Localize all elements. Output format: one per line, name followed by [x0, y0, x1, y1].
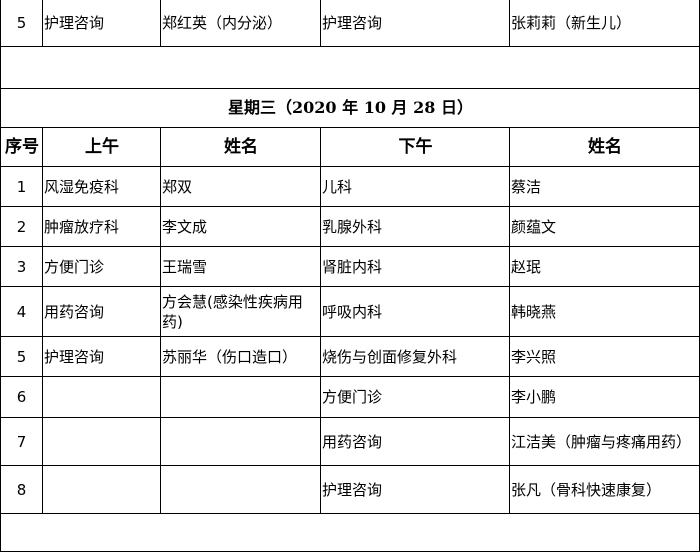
- am-doctor: [160, 465, 321, 514]
- am-doctor: [160, 417, 321, 466]
- header-am: 上午: [42, 127, 161, 167]
- pm-doctor: 李兴照: [509, 336, 700, 377]
- am-doctor: 郑红英（内分泌）: [160, 0, 321, 47]
- table-row: 2 肿瘤放疗科 李文成 乳腺外科 颜蕴文: [0, 206, 700, 247]
- spacer-row: [0, 46, 700, 89]
- pm-doctor: 赵珉: [509, 246, 700, 287]
- pm-department: 方便门诊: [320, 376, 510, 418]
- am-department: [42, 376, 161, 418]
- pm-doctor: 江洁美（肿瘤与疼痛用药）: [509, 417, 700, 466]
- am-doctor: 王瑞雪: [160, 246, 321, 287]
- table-row: 7 用药咨询 江洁美（肿瘤与疼痛用药）: [0, 417, 700, 466]
- table-row: 8 护理咨询 张凡（骨科快速康复）: [0, 465, 700, 514]
- row-number: 7: [0, 417, 43, 466]
- pm-doctor: 蔡洁: [509, 166, 700, 207]
- row-number: 6: [0, 376, 43, 418]
- row-number: 5: [0, 0, 43, 47]
- am-department: 护理咨询: [42, 0, 161, 47]
- header-pm: 下午: [320, 127, 510, 167]
- pm-department: 呼吸内科: [320, 286, 510, 337]
- table-row: 5 护理咨询 苏丽华（伤口造口） 烧伤与创面修复外科 李兴照: [0, 336, 700, 377]
- pm-doctor: 韩晓燕: [509, 286, 700, 337]
- am-department: 肿瘤放疗科: [42, 206, 161, 247]
- row-number: 3: [0, 246, 43, 287]
- table-row: 3 方便门诊 王瑞雪 肾脏内科 赵珉: [0, 246, 700, 287]
- pm-doctor: 张莉莉（新生儿）: [509, 0, 700, 47]
- pm-department: 护理咨询: [320, 465, 510, 514]
- am-department: 用药咨询: [42, 286, 161, 337]
- table-row: 5 护理咨询 郑红英（内分泌） 护理咨询 张莉莉（新生儿）: [0, 0, 700, 47]
- am-doctor: 苏丽华（伤口造口）: [160, 336, 321, 377]
- pm-department: 乳腺外科: [320, 206, 510, 247]
- header-am-name: 姓名: [160, 127, 321, 167]
- pm-doctor: 李小鹏: [509, 376, 700, 418]
- am-department: 风湿免疫科: [42, 166, 161, 207]
- header-number: 序号: [0, 127, 43, 167]
- am-doctor: 李文成: [160, 206, 321, 247]
- am-department: 护理咨询: [42, 336, 161, 377]
- header-row: 序号 上午 姓名 下午 姓名: [0, 127, 700, 167]
- am-department: 方便门诊: [42, 246, 161, 287]
- spacer-row: [0, 513, 700, 552]
- am-doctor: 方会慧(感染性疾病用药): [160, 286, 321, 337]
- section-title: 星期三（2020 年 10 月 28 日）: [0, 88, 700, 128]
- row-number: 2: [0, 206, 43, 247]
- pm-department: 烧伤与创面修复外科: [320, 336, 510, 377]
- pm-department: 用药咨询: [320, 417, 510, 466]
- am-doctor: [160, 376, 321, 418]
- table-row: 4 用药咨询 方会慧(感染性疾病用药) 呼吸内科 韩晓燕: [0, 286, 700, 337]
- header-pm-name: 姓名: [509, 127, 700, 167]
- row-number: 4: [0, 286, 43, 337]
- empty-cell: [0, 46, 700, 89]
- row-number: 5: [0, 336, 43, 377]
- row-number: 8: [0, 465, 43, 514]
- am-department: [42, 417, 161, 466]
- pm-doctor: 张凡（骨科快速康复）: [509, 465, 700, 514]
- section-title-row: 星期三（2020 年 10 月 28 日）: [0, 88, 700, 128]
- am-doctor: 郑双: [160, 166, 321, 207]
- pm-department: 护理咨询: [320, 0, 510, 47]
- pm-doctor: 颜蕴文: [509, 206, 700, 247]
- empty-cell: [0, 513, 700, 552]
- table-row: 1 风湿免疫科 郑双 儿科 蔡洁: [0, 166, 700, 207]
- am-department: [42, 465, 161, 514]
- row-number: 1: [0, 166, 43, 207]
- table-row: 6 方便门诊 李小鹏: [0, 376, 700, 418]
- pm-department: 肾脏内科: [320, 246, 510, 287]
- pm-department: 儿科: [320, 166, 510, 207]
